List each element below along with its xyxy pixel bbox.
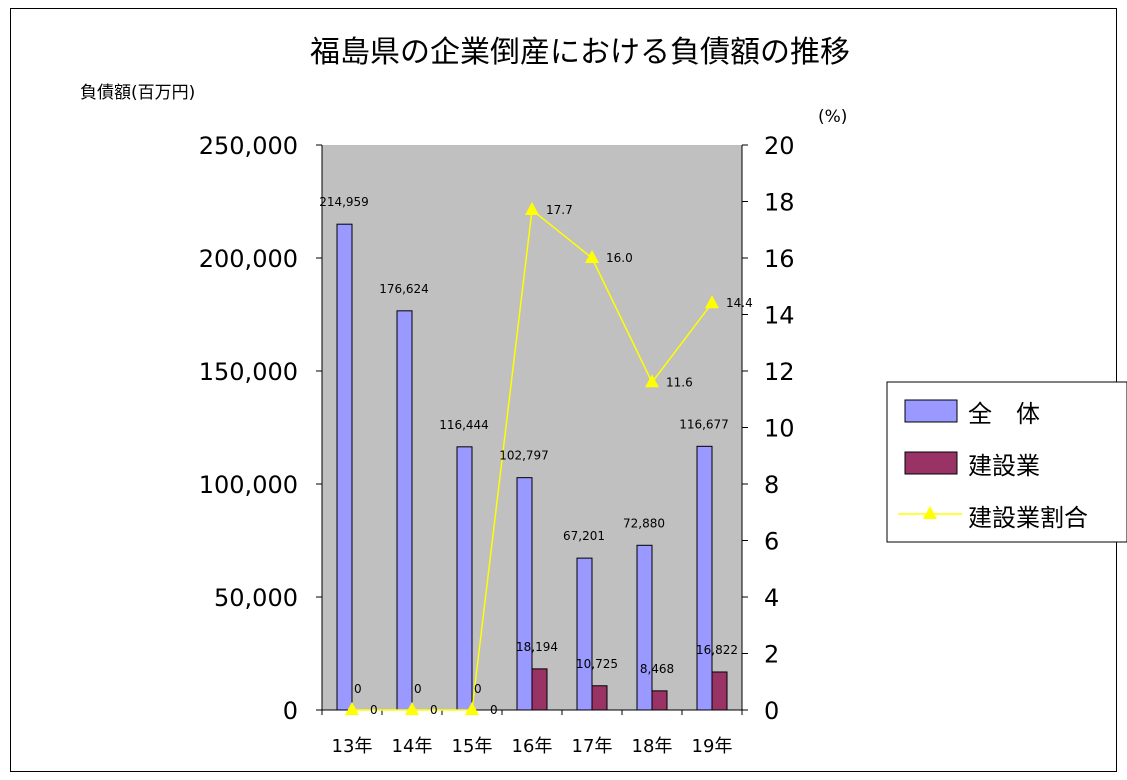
data-label-construction: 8,468: [640, 662, 674, 676]
y2-tick-label: 18: [764, 189, 795, 217]
legend: 全 体 建設業 建設業割合: [886, 381, 1127, 543]
x-tick-label: 13年: [332, 736, 373, 757]
x-tick-label: 19年: [692, 736, 733, 757]
legend-label-total: 全 体: [968, 400, 1040, 428]
y2-tick-label: 6: [764, 528, 779, 556]
data-label-total: 72,880: [623, 516, 665, 530]
y2-tick-label: 20: [764, 132, 795, 160]
line-group: [345, 201, 719, 715]
y-tick-label: 50,000: [214, 584, 298, 612]
y2-tick-label: 0: [764, 697, 779, 725]
bar-construction: [711, 671, 728, 711]
y2-tick-label: 14: [764, 302, 795, 330]
y-axis-label: 負債額(百万円): [80, 83, 195, 103]
x-tick-label: 15年: [452, 736, 493, 757]
ratio-marker: [645, 374, 659, 388]
legend-swatch-construction: [904, 451, 958, 475]
y2-axis-label: (%): [818, 107, 847, 127]
axes-group: 250,000200,000150,000100,00050,000020181…: [199, 132, 795, 757]
data-label-total: 102,797: [499, 449, 549, 463]
y2-tick-label: 16: [764, 245, 795, 273]
data-label-ratio: 0: [490, 703, 498, 717]
y-tick-label: 250,000: [199, 132, 298, 160]
legend-marker-ratio: [923, 506, 937, 519]
bar-total: [396, 310, 413, 711]
bar-total: [636, 544, 653, 711]
data-label-ratio: 17.7: [546, 203, 573, 217]
bars-group: [336, 223, 728, 711]
bar-total: [336, 223, 353, 711]
data-label-construction: 10,725: [576, 657, 618, 671]
data-label-total: 116,677: [679, 417, 729, 431]
y2-tick-label: 8: [764, 471, 779, 499]
data-label-construction: 18,194: [516, 640, 558, 654]
data-labels-group: 214,95900176,62400116,44400102,79718,194…: [319, 195, 753, 717]
data-label-ratio: 16.0: [606, 251, 633, 265]
legend-swatch-total: [904, 399, 958, 423]
x-tick-label: 18年: [632, 736, 673, 757]
bar-total: [456, 446, 473, 711]
bar-total: [516, 477, 533, 711]
bar-total: [576, 557, 593, 711]
data-label-ratio: 11.6: [666, 375, 693, 389]
x-tick-label: 16年: [512, 736, 553, 757]
ratio-marker: [705, 295, 719, 309]
data-label-total: 214,959: [319, 195, 369, 209]
legend-label-construction: 建設業: [968, 452, 1040, 480]
ratio-marker: [525, 201, 539, 215]
x-tick-label: 14年: [392, 736, 433, 757]
y2-tick-label: 2: [764, 641, 779, 669]
y-tick-label: 100,000: [199, 471, 298, 499]
x-tick-label: 17年: [572, 736, 613, 757]
data-label-total: 116,444: [439, 418, 489, 432]
y2-tick-label: 4: [764, 584, 779, 612]
bar-total: [696, 445, 713, 711]
chart-title: 福島県の企業倒産における負債額の推移: [310, 35, 850, 70]
y2-tick-label: 10: [764, 415, 795, 443]
legend-label-ratio: 建設業割合: [968, 504, 1088, 532]
data-label-total: 176,624: [379, 282, 429, 296]
y-tick-label: 0: [283, 697, 298, 725]
data-label-ratio: 0: [430, 703, 438, 717]
data-label-construction: 0: [474, 682, 482, 696]
y2-tick-label: 12: [764, 358, 795, 386]
bar-construction: [531, 668, 548, 711]
data-label-ratio: 14.4: [726, 296, 753, 310]
ratio-marker: [465, 702, 479, 715]
data-label-ratio: 0: [370, 703, 378, 717]
data-label-construction: 0: [354, 682, 362, 696]
bar-construction: [651, 690, 668, 711]
ratio-marker: [405, 702, 419, 715]
data-label-construction: 0: [414, 682, 422, 696]
data-label-total: 67,201: [563, 529, 605, 543]
bar-construction: [591, 685, 608, 711]
ratio-marker: [345, 702, 359, 715]
y-tick-label: 150,000: [199, 358, 298, 386]
y-tick-label: 200,000: [199, 245, 298, 273]
ratio-marker: [585, 250, 599, 263]
data-label-construction: 16,822: [696, 643, 738, 657]
